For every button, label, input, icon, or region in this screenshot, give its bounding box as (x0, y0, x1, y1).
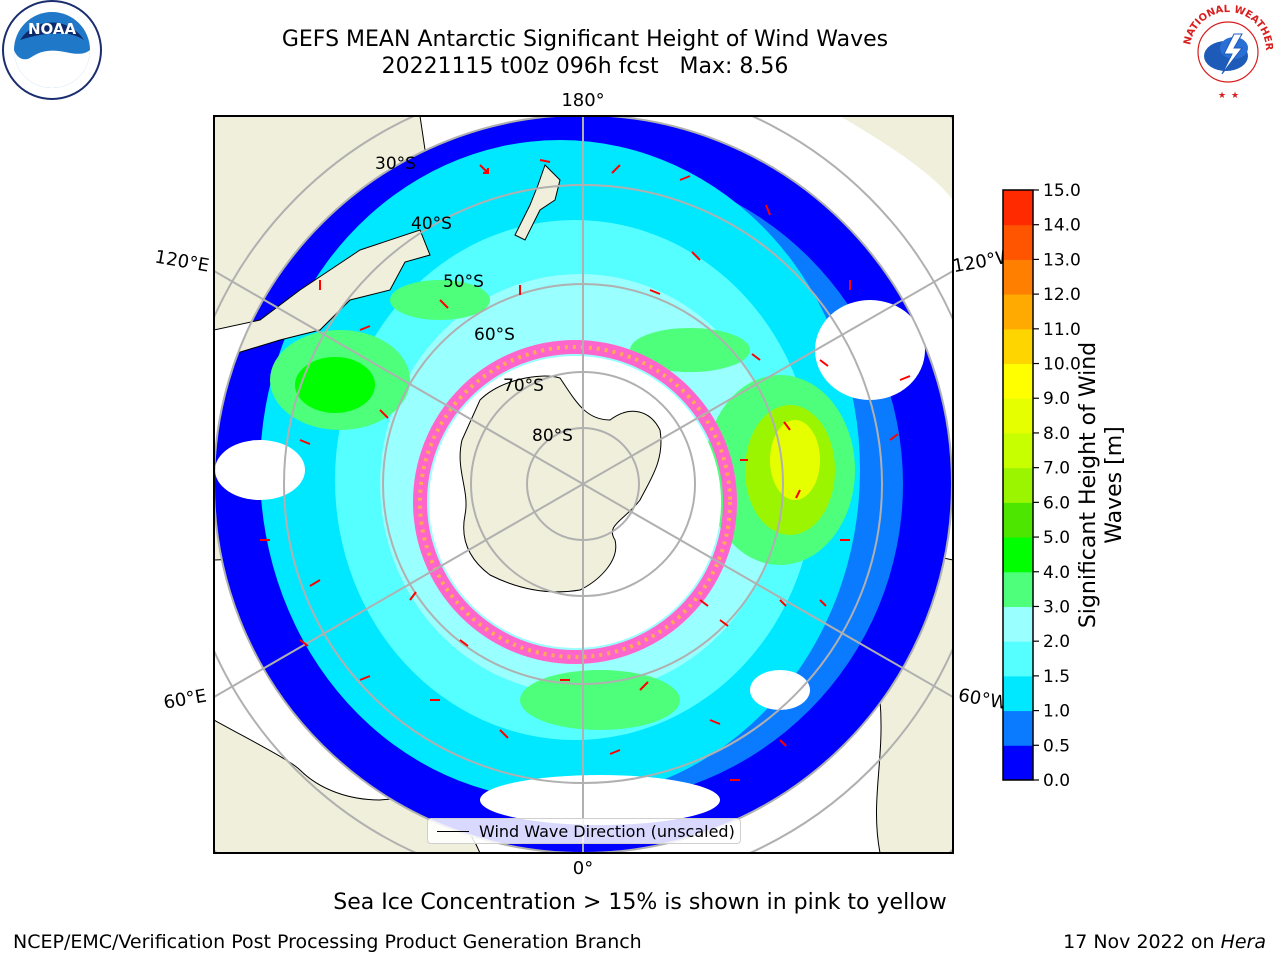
colorbar-tick-label: 9.0 (1043, 389, 1070, 409)
lon-label-180: 180° (561, 90, 604, 111)
colorbar-segment (1003, 606, 1033, 642)
colorbar-tick-label: 12.0 (1043, 285, 1081, 305)
legend-line-swatch (437, 830, 469, 832)
colorbar-tick-label: 8.0 (1043, 424, 1070, 444)
lat-label-30s: 30°S (375, 154, 416, 174)
colorbar-tick-label: 15.0 (1043, 181, 1081, 201)
footer-branch: NCEP/EMC/Verification Post Processing Pr… (13, 931, 642, 953)
colorbar-tick-label: 7.0 (1043, 459, 1070, 479)
lat-label-80s: 80°S (532, 426, 573, 446)
footer-date-text: 17 Nov 2022 on (1063, 931, 1215, 953)
noaa-logo-text: NOAA (28, 20, 77, 38)
colorbar-tick-label: 13.0 (1043, 250, 1081, 270)
colorbar-segment (1003, 745, 1033, 781)
colorbar-segment (1003, 294, 1033, 330)
colorbar-segment (1003, 675, 1033, 712)
colorbar-segment (1003, 537, 1033, 573)
colorbar-tick-label: 1.0 (1043, 702, 1070, 722)
footer-host: Hera (1220, 931, 1266, 953)
colorbar-segment (1003, 571, 1033, 607)
lon-label-60e: 60°E (162, 685, 208, 713)
lat-label-50s: 50°S (443, 272, 484, 292)
title-line-1: GEFS MEAN Antarctic Significant Height o… (281, 27, 889, 52)
colorbar-tick-label: 14.0 (1043, 216, 1081, 236)
colorbar-tick-label: 5.0 (1043, 528, 1070, 548)
lat-label-40s: 40°S (411, 214, 452, 234)
colorbar-tick-label: 2.0 (1043, 632, 1070, 652)
chart-title: GEFS MEAN Antarctic Significant Height o… (180, 26, 990, 80)
colorbar-tick-label: 0.5 (1043, 736, 1070, 756)
nws-logo: NATIONAL WEATHER SERVICE ★ ★ (1176, 0, 1276, 101)
colorbar-tick-label: 3.0 (1043, 597, 1070, 617)
colorbar-tick-label: 4.0 (1043, 563, 1070, 583)
colorbar-segment (1003, 502, 1033, 538)
svg-text:★: ★ (1231, 91, 1239, 101)
colorbar-frame (1002, 189, 1034, 781)
colorbar-segment (1003, 363, 1033, 399)
colorbar-segment (1003, 224, 1033, 260)
lon-label-0: 0° (573, 858, 593, 879)
colorbar: 0.0 0.5 1.0 1.5 2.0 3.0 4.0 5.0 6.0 7.0 8.0 9.0 10.0… (1002, 181, 1081, 791)
colorbar-segment (1003, 190, 1033, 226)
sea-ice-note: Sea Ice Concentration > 15% is shown in … (333, 890, 947, 915)
colorbar-tick-label: 6.0 (1043, 493, 1070, 513)
colorbar-segment (1003, 398, 1033, 434)
legend-label: Wind Wave Direction (unscaled) (479, 821, 735, 841)
colorbar-tick-label: 10.0 (1043, 355, 1081, 375)
svg-text:★: ★ (1218, 91, 1226, 101)
colorbar-segment (1003, 710, 1033, 746)
colorbar-label: Significant Height of Wind Waves [m] (1076, 341, 1127, 629)
colorbar-segment (1003, 641, 1033, 677)
colorbar-tick-label: 11.0 (1043, 320, 1081, 340)
map-legend: Wind Wave Direction (unscaled) (427, 818, 741, 844)
lon-label-120e: 120°E (153, 246, 211, 276)
colorbar-segment (1003, 467, 1033, 503)
colorbar-tick-label: 0.0 (1043, 771, 1070, 791)
colorbar-segment (1003, 432, 1033, 469)
colorbar-segment (1003, 259, 1033, 295)
lat-label-70s: 70°S (503, 376, 544, 396)
footer-date: 17 Nov 2022 on Hera (1063, 931, 1266, 953)
noaa-logo: NOAA (2, 0, 102, 100)
colorbar-segment (1003, 328, 1033, 365)
colorbar-tick-label: 1.5 (1043, 667, 1070, 687)
lat-label-60s: 60°S (474, 325, 515, 345)
title-line-2: 20221115 t00z 096h fcst Max: 8.56 (381, 54, 789, 79)
